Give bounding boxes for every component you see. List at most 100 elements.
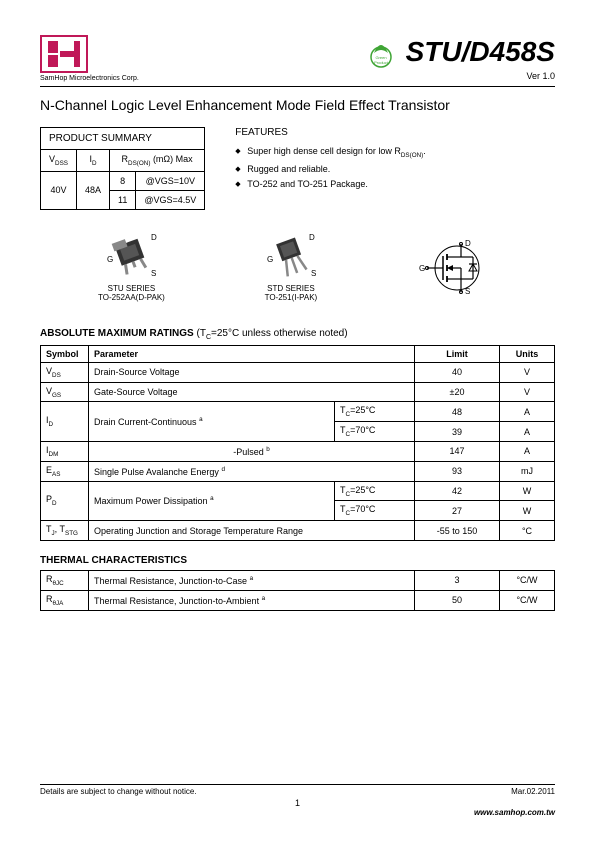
svg-text:D: D bbox=[151, 233, 157, 242]
ratings-sym: IDM bbox=[41, 441, 89, 461]
summary-table: PRODUCT SUMMARY VDSS ID RDS(ON) (mΩ) Max… bbox=[40, 127, 205, 210]
ratings-unit: W bbox=[500, 501, 555, 521]
footer: Details are subject to change without no… bbox=[40, 784, 555, 817]
subtitle: N-Channel Logic Level Enhancement Mode F… bbox=[40, 97, 555, 113]
ipak-icon: D G S bbox=[261, 232, 321, 280]
ratings-limit: -55 to 150 bbox=[415, 521, 500, 541]
svg-text:G: G bbox=[419, 264, 425, 273]
pkg-label: STD SERIES bbox=[261, 284, 321, 293]
ratings-unit: A bbox=[500, 402, 555, 422]
dpak-icon: D G S bbox=[101, 232, 161, 280]
ratings-param: Maximum Power Dissipation a bbox=[89, 481, 335, 521]
ratings-param: Gate-Source Voltage bbox=[89, 382, 415, 402]
ratings-param: Drain-Source Voltage bbox=[89, 362, 415, 382]
thermal-unit: °C/W bbox=[500, 570, 555, 590]
footer-rule bbox=[40, 784, 555, 785]
ratings-limit: 93 bbox=[415, 461, 500, 481]
footer-date: Mar.02.2011 bbox=[511, 787, 555, 796]
ratings-unit: °C bbox=[500, 521, 555, 541]
ratings-limit: 42 bbox=[415, 481, 500, 501]
part-number: STU/D458S bbox=[406, 36, 555, 68]
ratings-limit: 40 bbox=[415, 362, 500, 382]
thermal-sym: RθJA bbox=[41, 590, 89, 610]
svg-text:D: D bbox=[309, 233, 315, 242]
mosfet-symbol: G D S bbox=[417, 238, 497, 302]
ratings-note: (TC=25°C unless otherwise noted) bbox=[196, 328, 347, 339]
thermal-table: RθJC Thermal Resistance, Junction-to-Cas… bbox=[40, 570, 555, 611]
summary-rds-val-1: 11 bbox=[109, 190, 135, 209]
ratings-cond: TC=70°C bbox=[335, 501, 415, 521]
ratings-sym: VGS bbox=[41, 382, 89, 402]
pkg-label: STU SERIES bbox=[98, 284, 165, 293]
ratings-title: ABSOLUTE MAXIMUM RATINGS (TC=25°C unless… bbox=[40, 328, 555, 341]
ratings-hdr-symbol: Symbol bbox=[41, 345, 89, 362]
svg-text:D: D bbox=[465, 239, 471, 248]
ratings-cond: TC=25°C bbox=[335, 481, 415, 501]
thermal-param: Thermal Resistance, Junction-to-Case a bbox=[89, 570, 415, 590]
ratings-hdr-limit: Limit bbox=[415, 345, 500, 362]
thermal-unit: °C/W bbox=[500, 590, 555, 610]
version-label: Ver 1.0 bbox=[364, 71, 555, 81]
summary-id: 48A bbox=[76, 171, 109, 209]
top-section: PRODUCT SUMMARY VDSS ID RDS(ON) (mΩ) Max… bbox=[40, 127, 555, 210]
ratings-param: Single Pulse Avalanche Energy d bbox=[89, 461, 415, 481]
pkg-label: TO-252AA(D-PAK) bbox=[98, 293, 165, 302]
ratings-limit: 39 bbox=[415, 422, 500, 442]
footer-disclaimer: Details are subject to change without no… bbox=[40, 787, 197, 796]
summary-hdr-rds: RDS(ON) (mΩ) Max bbox=[109, 150, 204, 172]
ratings-sym: PD bbox=[41, 481, 89, 521]
thermal-title: THERMAL CHARACTERISTICS bbox=[40, 555, 555, 566]
svg-text:S: S bbox=[311, 269, 316, 278]
header: SamHop Microelectronics Corp. Green Prod… bbox=[40, 35, 555, 82]
ratings-table: Symbol Parameter Limit Units VDS Drain-S… bbox=[40, 345, 555, 541]
summary-hdr-id: ID bbox=[76, 150, 109, 172]
ratings-sym: TJ, TSTG bbox=[41, 521, 89, 541]
ratings-param: Operating Junction and Storage Temperatu… bbox=[89, 521, 415, 541]
package-stu: D G S STU SERIES TO-252AA(D-PAK) bbox=[98, 232, 165, 302]
ratings-cond: TC=70°C bbox=[335, 422, 415, 442]
feature-item: Super high dense cell design for low RDS… bbox=[235, 146, 555, 159]
ratings-sym: VDS bbox=[41, 362, 89, 382]
pkg-label: TO-251(I-PAK) bbox=[261, 293, 321, 302]
ratings-hdr-units: Units bbox=[500, 345, 555, 362]
summary-rds-val-0: 8 bbox=[109, 171, 135, 190]
company-name: SamHop Microelectronics Corp. bbox=[40, 75, 139, 82]
ratings-cond: TC=25°C bbox=[335, 402, 415, 422]
ratings-hdr-param: Parameter bbox=[89, 345, 415, 362]
ratings-limit: 48 bbox=[415, 402, 500, 422]
feature-item: Rugged and reliable. bbox=[235, 164, 555, 174]
logo-block: SamHop Microelectronics Corp. bbox=[40, 35, 139, 82]
mosfet-symbol-icon: G D S bbox=[417, 238, 497, 298]
green-product-icon: Green Product bbox=[364, 35, 398, 69]
svg-text:G: G bbox=[267, 255, 273, 264]
svg-text:Product: Product bbox=[374, 60, 389, 65]
summary-title: PRODUCT SUMMARY bbox=[41, 128, 205, 150]
ratings-param: Drain Current-Continuous a bbox=[89, 402, 335, 442]
ratings-unit: W bbox=[500, 481, 555, 501]
summary-hdr-vdss: VDSS bbox=[41, 150, 77, 172]
ratings-sym: ID bbox=[41, 402, 89, 442]
header-rule bbox=[40, 86, 555, 87]
ratings-unit: A bbox=[500, 441, 555, 461]
ratings-unit: V bbox=[500, 382, 555, 402]
summary-rds-cond-1: @VGS=4.5V bbox=[136, 190, 205, 209]
thermal-val: 3 bbox=[415, 570, 500, 590]
ratings-unit: V bbox=[500, 362, 555, 382]
page-number: 1 bbox=[40, 798, 555, 808]
packages-row: D G S STU SERIES TO-252AA(D-PAK) D G S S… bbox=[40, 232, 555, 302]
feature-item: TO-252 and TO-251 Package. bbox=[235, 179, 555, 189]
footer-url: www.samhop.com.tw bbox=[40, 808, 555, 817]
summary-vdss: 40V bbox=[41, 171, 77, 209]
ratings-limit: 27 bbox=[415, 501, 500, 521]
ratings-unit: A bbox=[500, 422, 555, 442]
thermal-param: Thermal Resistance, Junction-to-Ambient … bbox=[89, 590, 415, 610]
svg-text:S: S bbox=[151, 269, 156, 278]
ratings-sym: EAS bbox=[41, 461, 89, 481]
ratings-unit: mJ bbox=[500, 461, 555, 481]
company-logo-icon bbox=[40, 35, 88, 73]
title-area: Green Product STU/D458S Ver 1.0 bbox=[364, 35, 555, 81]
package-std: D G S STD SERIES TO-251(I-PAK) bbox=[261, 232, 321, 302]
ratings-limit: ±20 bbox=[415, 382, 500, 402]
features-title: FEATURES bbox=[235, 127, 555, 138]
ratings-param: -Pulsed b bbox=[89, 441, 415, 461]
